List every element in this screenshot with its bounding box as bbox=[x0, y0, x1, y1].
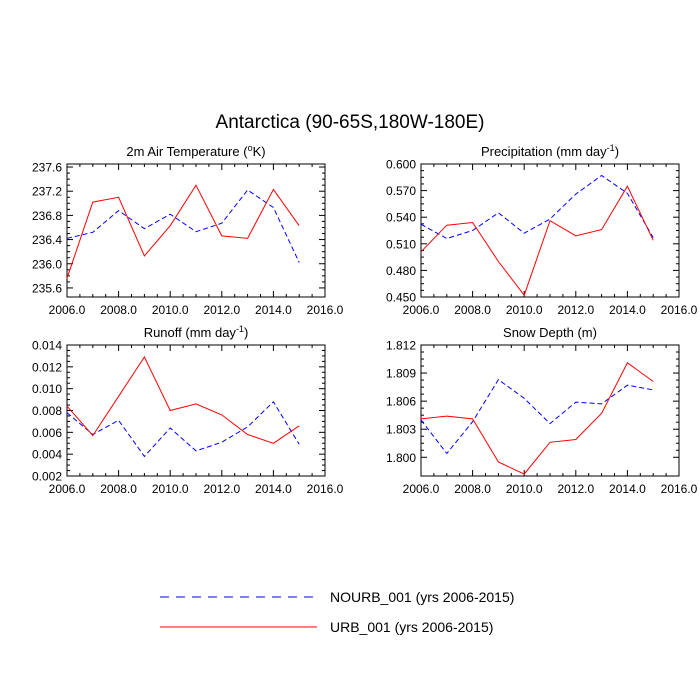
y-tick-label: 0.008 bbox=[32, 404, 62, 418]
y-tick-label: 0.014 bbox=[32, 339, 62, 353]
x-tick-label: 2010.0 bbox=[506, 303, 543, 317]
legend: NOURB_001 (yrs 2006-2015) URB_001 (yrs 2… bbox=[160, 589, 514, 635]
series-line-nourb bbox=[420, 174, 654, 240]
y-tick-label: 236.0 bbox=[32, 257, 62, 271]
x-tick-label: 2010.0 bbox=[152, 482, 189, 496]
y-tick-label: 237.6 bbox=[32, 161, 62, 175]
x-tick-label: 2016.0 bbox=[661, 303, 698, 317]
y-tick-label: 0.010 bbox=[32, 382, 62, 396]
y-tick-label: 0.540 bbox=[386, 211, 416, 225]
panel-title-text: Snow Depth (m) bbox=[503, 325, 597, 340]
y-tick-label: 1.806 bbox=[386, 395, 416, 409]
panel-title-suffix: ) bbox=[244, 325, 248, 340]
panel-title-precipitation: Precipitation (mm day-1) bbox=[481, 143, 619, 159]
y-tick-label: 1.809 bbox=[386, 367, 416, 381]
panel-title-superscript: -1 bbox=[236, 324, 244, 334]
x-tick-label: 2016.0 bbox=[661, 482, 698, 496]
y-tick-label: 235.6 bbox=[32, 281, 62, 295]
panels-group: 2m Air Temperature (oK) 235.6 236.0 236.4 23… bbox=[32, 143, 698, 496]
x-tick-label: 2016.0 bbox=[307, 303, 344, 317]
series-line-urb bbox=[66, 184, 300, 279]
panel-title-text: Precipitation (mm day bbox=[481, 144, 607, 159]
x-tick-label: 2006.0 bbox=[49, 303, 86, 317]
y-tick-label: 237.2 bbox=[32, 185, 62, 199]
series-line-urb bbox=[66, 355, 300, 444]
legend-label-nourb: NOURB_001 (yrs 2006-2015) bbox=[330, 589, 514, 605]
series-line-urb bbox=[420, 185, 654, 297]
x-tick-label: 2006.0 bbox=[49, 482, 86, 496]
x-tick-label: 2012.0 bbox=[557, 303, 594, 317]
x-tick-label: 2008.0 bbox=[454, 303, 491, 317]
y-tick-label: 0.006 bbox=[32, 426, 62, 440]
x-tick-label: 2006.0 bbox=[403, 482, 440, 496]
panel-title-suffix: K) bbox=[253, 144, 266, 159]
y-tick-label: 0.004 bbox=[32, 448, 62, 462]
x-tick-label: 2008.0 bbox=[100, 482, 137, 496]
x-tick-label: 2008.0 bbox=[454, 482, 491, 496]
y-tick-label: 0.600 bbox=[386, 158, 416, 172]
panel-title-suffix: ) bbox=[615, 144, 619, 159]
panel-title-snow-depth: Snow Depth (m) bbox=[503, 325, 597, 340]
panel-title-text: 2m Air Temperature ( bbox=[126, 144, 248, 159]
y-tick-label: 0.570 bbox=[386, 184, 416, 198]
y-tick-label: 1.803 bbox=[386, 423, 416, 437]
panel-runoff: Runoff (mm day-1) 0.002 0.004 0.006 0.008 0.0… bbox=[32, 324, 344, 496]
x-tick-label: 2014.0 bbox=[609, 482, 646, 496]
panel-snow-depth: Snow Depth (m) 1.800 1.803 1.806 1.809 1.812 2… bbox=[386, 325, 698, 496]
legend-label-urb: URB_001 (yrs 2006-2015) bbox=[330, 619, 493, 635]
panel-title-air-temperature: 2m Air Temperature (oK) bbox=[126, 143, 265, 159]
x-tick-label: 2010.0 bbox=[506, 482, 543, 496]
x-tick-label: 2016.0 bbox=[307, 482, 344, 496]
x-tick-label: 2006.0 bbox=[403, 303, 440, 317]
series-line-nourb bbox=[420, 378, 654, 455]
x-tick-label: 2014.0 bbox=[255, 482, 292, 496]
y-tick-label: 1.812 bbox=[386, 339, 416, 353]
series-line-urb bbox=[420, 362, 654, 475]
panel-air-temperature: 2m Air Temperature (oK) 235.6 236.0 236.4 23… bbox=[32, 143, 344, 317]
x-tick-label: 2010.0 bbox=[152, 303, 189, 317]
x-tick-label: 2008.0 bbox=[100, 303, 137, 317]
x-tick-label: 2014.0 bbox=[609, 303, 646, 317]
panel-precipitation: Precipitation (mm day-1) 0.450 0.480 0.510 0… bbox=[386, 143, 698, 317]
panel-title-superscript: -1 bbox=[607, 143, 615, 153]
x-tick-label: 2012.0 bbox=[203, 303, 240, 317]
panel-title-runoff: Runoff (mm day-1) bbox=[144, 324, 249, 340]
series-line-nourb bbox=[66, 189, 300, 263]
y-tick-label: 1.800 bbox=[386, 451, 416, 465]
y-tick-label: 0.480 bbox=[386, 264, 416, 278]
y-tick-label: 0.012 bbox=[32, 360, 62, 374]
y-tick-label: 0.450 bbox=[386, 291, 416, 305]
panel-title-superscript: o bbox=[248, 143, 253, 153]
x-tick-label: 2012.0 bbox=[203, 482, 240, 496]
figure-title: Antarctica (90-65S,180W-180E) bbox=[216, 112, 485, 133]
y-tick-label: 236.4 bbox=[32, 233, 62, 247]
y-tick-label: 0.510 bbox=[386, 237, 416, 251]
panel-title-text: Runoff (mm day bbox=[144, 325, 237, 340]
x-tick-label: 2012.0 bbox=[557, 482, 594, 496]
x-tick-label: 2014.0 bbox=[255, 303, 292, 317]
series-line-nourb bbox=[66, 401, 300, 458]
y-tick-label: 236.8 bbox=[32, 209, 62, 223]
y-tick-label: 0.002 bbox=[32, 470, 62, 484]
